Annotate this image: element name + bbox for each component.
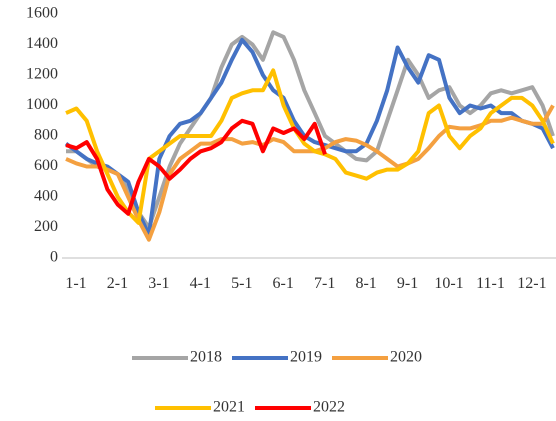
y-tick-label: 1400	[26, 35, 58, 52]
x-tick-label: 3-1	[148, 275, 170, 292]
x-tick-label: 7-1	[314, 275, 336, 292]
y-tick-label: 200	[34, 218, 58, 235]
y-tick-label: 1000	[26, 96, 58, 113]
y-tick-label: 400	[34, 188, 58, 205]
legend-label: 2019	[290, 349, 322, 366]
x-tick-label: 11-1	[476, 275, 505, 292]
x-tick-label: 10-1	[434, 275, 464, 292]
legend-label: 2021	[213, 399, 245, 416]
x-tick-label: 6-1	[272, 275, 294, 292]
x-tick-label: 1-1	[65, 275, 87, 292]
legend-label: 2020	[390, 349, 422, 366]
y-tick-label: 800	[34, 127, 58, 144]
x-tick-label: 8-1	[355, 275, 377, 292]
legend-label: 2022	[313, 399, 345, 416]
data-line	[65, 118, 327, 216]
data-line	[66, 30, 555, 230]
y-tick-label: 1600	[26, 5, 58, 22]
x-tick-label: 12-1	[517, 275, 547, 292]
y-tick-label: 600	[34, 157, 58, 174]
x-tick-label: 4-1	[189, 275, 211, 292]
y-tick-label: 1200	[26, 66, 58, 83]
x-tick-label: 2-1	[106, 275, 129, 292]
data-line	[65, 104, 555, 242]
data-line	[64, 37, 555, 238]
x-tick-label: 9-1	[396, 275, 419, 292]
legend-label: 2018	[190, 349, 222, 366]
y-tick-label: 0	[50, 249, 58, 266]
x-tick-label: 5-1	[231, 275, 253, 292]
data-line	[65, 68, 555, 225]
